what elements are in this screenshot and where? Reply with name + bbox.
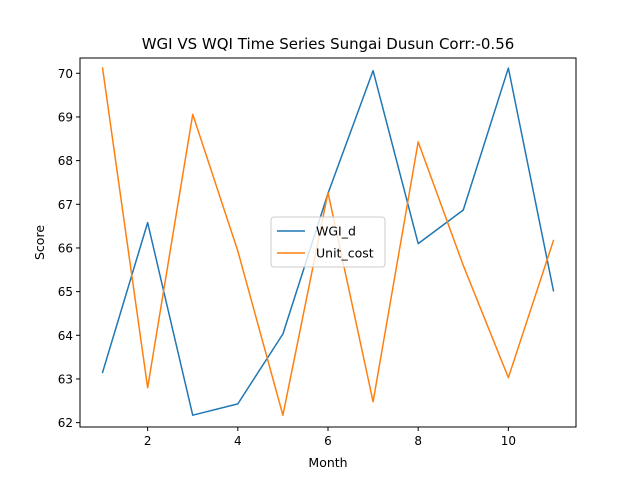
x-axis-label: Month	[308, 455, 347, 470]
plot-area	[101, 67, 555, 416]
series-line-unit-cost	[101, 67, 555, 416]
y-tick-label: 63	[58, 372, 73, 386]
y-tick-label: 66	[58, 241, 73, 255]
legend-box	[270, 216, 386, 268]
x-tick-label: 4	[234, 434, 242, 448]
y-tick-label: 62	[58, 416, 73, 430]
x-tick-label: 2	[144, 434, 152, 448]
y-tick-label: 67	[58, 198, 73, 212]
legend: WGI_d Unit_cost	[270, 216, 386, 268]
y-tick-label: 64	[58, 329, 73, 343]
x-tick-label: 8	[414, 434, 422, 448]
y-axis-label: Score	[32, 225, 47, 260]
y-tick-label: 65	[58, 285, 73, 299]
y-tick-label: 70	[58, 67, 73, 81]
y-tick-label: 69	[58, 110, 73, 124]
x-tick-label: 10	[501, 434, 516, 448]
y-tick-label: 68	[58, 154, 73, 168]
plot-frame	[79, 57, 577, 428]
chart-title: WGI VS WQI Time Series Sungai Dusun Corr…	[142, 35, 515, 53]
legend-label-wgi-d: WGI_d	[316, 224, 356, 239]
x-tick-label: 6	[324, 434, 332, 448]
legend-label-unit-cost: Unit_cost	[316, 246, 374, 261]
